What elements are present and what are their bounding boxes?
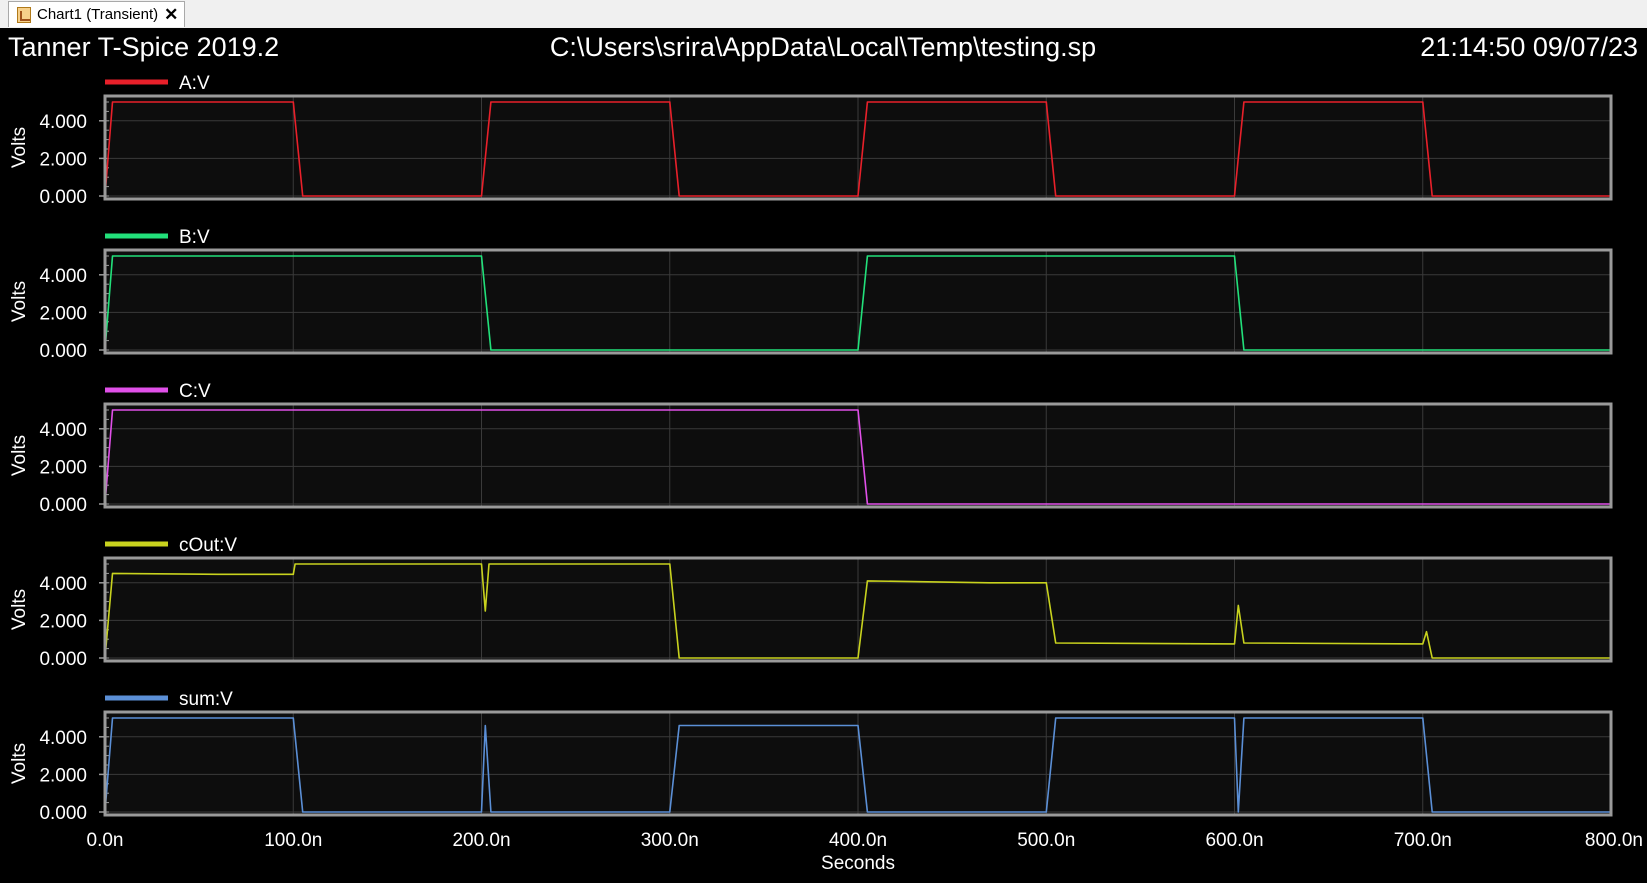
legend-label: sum:V [179,689,233,710]
y-tick-label: 0.000 [39,187,87,208]
plot-frame [103,402,1613,509]
y-tick-label: 2.000 [39,303,87,324]
plot-frame [103,248,1613,355]
waveform-chart: Tanner T-Spice 2019.2 C:\Users\srira\App… [8,32,1643,874]
y-tick-label: 2.000 [39,149,87,170]
app-title: Tanner T-Spice 2019.2 [8,32,279,62]
y-axis-label: Volts [9,281,30,322]
plot-frame [103,710,1613,817]
panel-5: 0.000 2.000 4.000 Volts sum:V [9,689,1613,824]
x-tick-label: 300.0n [641,830,699,851]
chart-area: Tanner T-Spice 2019.2 C:\Users\srira\App… [0,28,1647,883]
y-tick-label: 4.000 [39,574,87,595]
y-tick-label: 0.000 [39,803,87,824]
y-axis-label: Volts [9,435,30,476]
tab-strip: Chart1 (Transient) ✕ [0,0,1647,29]
panel-1: 0.000 2.000 4.000 Volts A:V [9,73,1613,208]
legend-label: C:V [179,381,211,402]
x-tick-label: 800.0n [1585,830,1643,851]
x-tick-label: 600.0n [1205,830,1263,851]
y-axis-label: Volts [9,589,30,630]
series-line-3 [104,409,1611,505]
close-icon[interactable]: ✕ [164,5,179,24]
y-axis-label: Volts [9,127,30,168]
series-line-4 [104,563,1611,659]
x-tick-label: 100.0n [264,830,322,851]
y-tick-label: 4.000 [39,420,87,441]
y-tick-label: 0.000 [39,341,87,362]
plot-frame [103,556,1613,663]
panel-3: 0.000 2.000 4.000 Volts C:V [9,381,1613,516]
y-tick-label: 2.000 [39,765,87,786]
legend-label: B:V [179,227,210,248]
legend-label: cOut:V [179,535,237,556]
legend-label: A:V [179,73,210,94]
x-tick-label: 700.0n [1394,830,1452,851]
chart-document-icon [17,7,31,23]
x-tick-label: 400.0n [829,830,887,851]
series-line-5 [104,717,1611,813]
x-axis-label: Seconds [821,853,895,874]
y-axis-label: Volts [9,743,30,784]
y-tick-label: 4.000 [39,112,87,133]
panel-4: 0.000 2.000 4.000 Volts cOut:V [9,535,1613,670]
series-line-2 [104,255,1611,351]
y-tick-label: 0.000 [39,649,87,670]
plot-frame [103,94,1613,201]
x-tick-label: 200.0n [452,830,510,851]
tab-label: Chart1 (Transient) [37,6,159,23]
tab-chart1[interactable]: Chart1 (Transient) ✕ [8,1,186,27]
x-tick-label: 0.0n [87,830,124,851]
series-line-1 [104,101,1611,197]
file-path: C:\Users\srira\AppData\Local\Temp\testin… [550,32,1096,62]
y-tick-label: 2.000 [39,457,87,478]
timestamp: 21:14:50 09/07/23 [1420,32,1638,62]
y-tick-label: 0.000 [39,495,87,516]
panel-2: 0.000 2.000 4.000 Volts B:V [9,227,1613,362]
y-tick-label: 4.000 [39,728,87,749]
y-tick-label: 2.000 [39,611,87,632]
x-tick-label: 500.0n [1017,830,1075,851]
y-tick-label: 4.000 [39,266,87,287]
